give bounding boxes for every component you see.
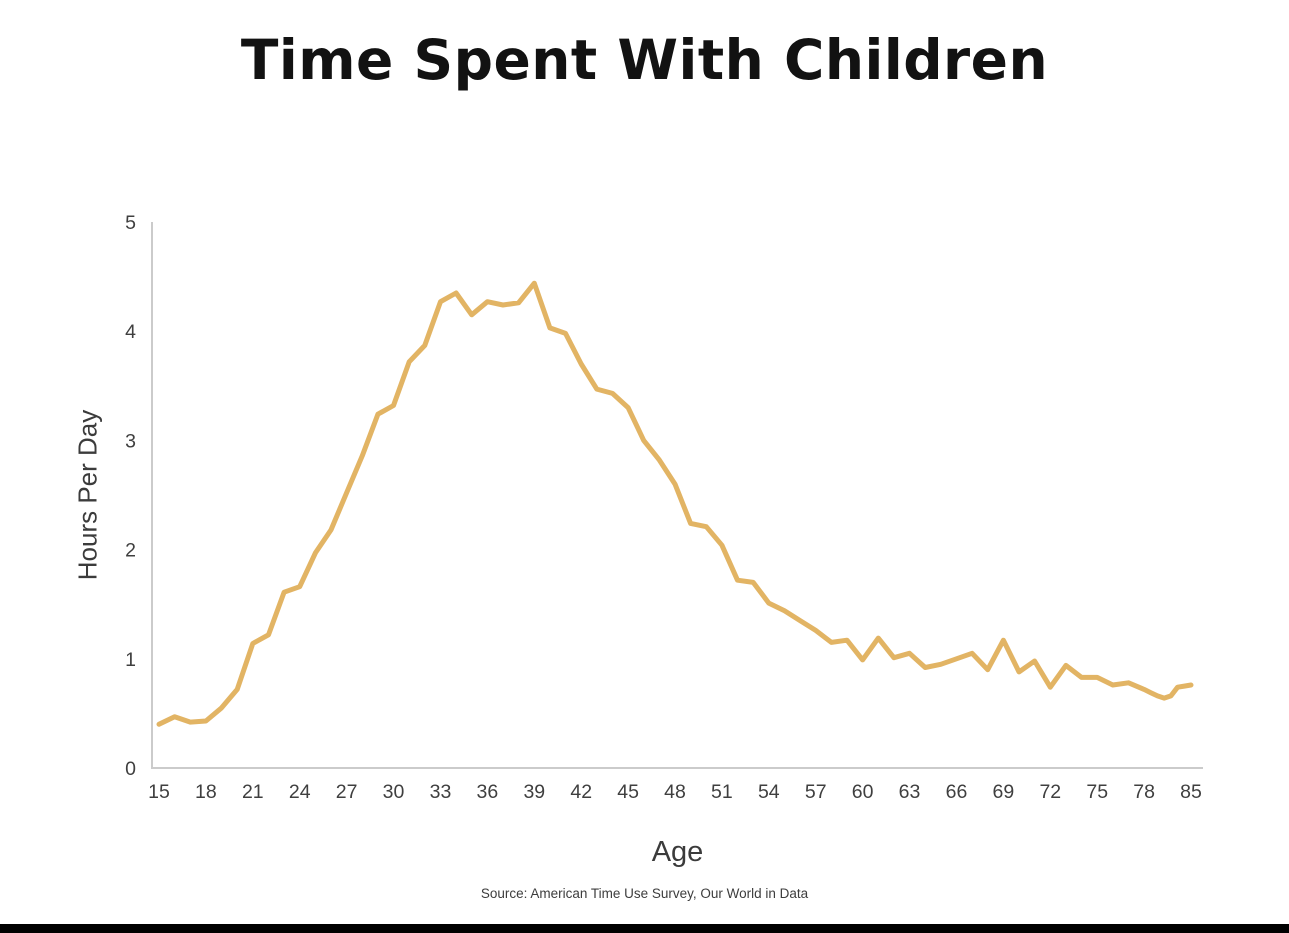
x-tick-label: 57 — [805, 781, 827, 803]
x-tick-label: 27 — [336, 781, 358, 803]
x-tick-label: 51 — [711, 781, 733, 803]
x-axis-tick-labels: 15 18 21 24 27 30 33 36 39 42 45 48 51 54 57 60 63 66 69 72… — [148, 781, 1202, 803]
line-series — [156, 280, 1194, 727]
x-axis-title: Age — [651, 836, 704, 868]
x-tick-label: 36 — [477, 781, 499, 803]
x-tick-label: 45 — [617, 781, 639, 803]
chart-title: Time Spent With Children — [240, 28, 1049, 92]
x-tick-label: 85 — [1180, 781, 1202, 803]
x-tick-label: 39 — [523, 781, 545, 803]
y-tick-label: 5 — [125, 212, 136, 234]
x-tick-label: 60 — [852, 781, 874, 803]
y-tick-label: 4 — [125, 321, 136, 343]
y-tick-label: 3 — [125, 430, 136, 452]
x-tick-label: 30 — [383, 781, 405, 803]
x-tick-label: 48 — [664, 781, 686, 803]
x-tick-label: 24 — [289, 781, 311, 803]
x-tick-label: 75 — [1086, 781, 1108, 803]
x-tick-label: 15 — [148, 781, 170, 803]
x-tick-label: 42 — [570, 781, 592, 803]
y-tick-label: 2 — [125, 540, 136, 562]
source-caption: Source: American Time Use Survey, Our Wo… — [480, 886, 809, 901]
y-axis-title: Hours Per Day — [72, 409, 103, 581]
x-tick-label: 72 — [1039, 781, 1061, 803]
y-tick-label: 0 — [125, 758, 136, 780]
y-axis-tick-labels: 0 1 2 3 4 5 — [125, 212, 136, 780]
x-tick-label: 21 — [242, 781, 264, 803]
x-tick-label: 69 — [993, 781, 1015, 803]
axis-lines — [151, 222, 1203, 769]
bottom-black-bar — [0, 924, 1289, 933]
x-tick-label: 78 — [1133, 781, 1155, 803]
x-tick-label: 33 — [430, 781, 452, 803]
x-tick-label: 63 — [899, 781, 921, 803]
x-tick-label: 18 — [195, 781, 217, 803]
y-tick-label: 1 — [125, 649, 136, 671]
x-tick-label: 66 — [946, 781, 968, 803]
x-tick-label: 54 — [758, 781, 780, 803]
